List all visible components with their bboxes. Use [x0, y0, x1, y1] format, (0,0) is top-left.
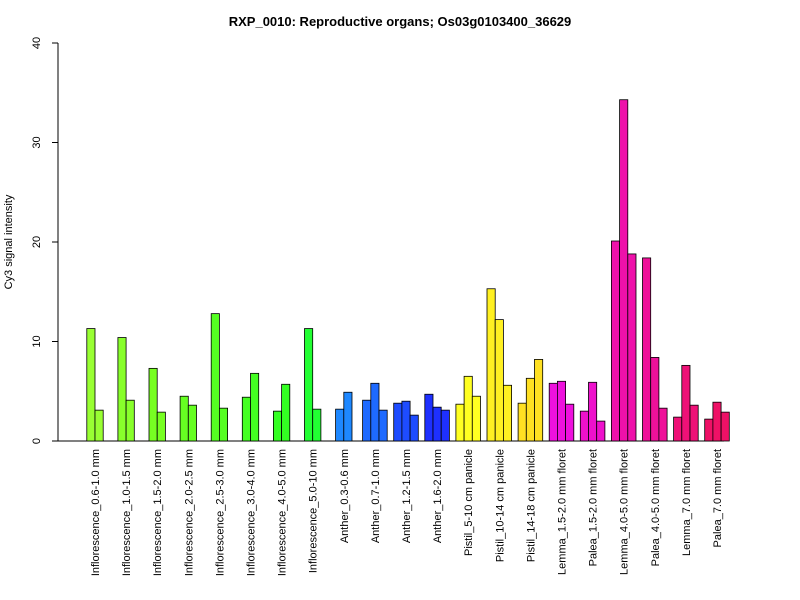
bar [611, 240, 621, 442]
x-tick-label: Palea_7.0 mm floret [712, 449, 724, 547]
bar [304, 328, 314, 442]
bar [370, 382, 380, 442]
bar [241, 396, 251, 442]
bar [335, 408, 345, 442]
x-tick-label: Lemma_4.0-5.0 mm floret [619, 449, 631, 575]
bar [548, 382, 558, 442]
bar [627, 253, 637, 442]
x-tick-label: Inflorescence_3.0-4.0 mm [246, 449, 258, 576]
bar [409, 414, 419, 442]
bar [156, 411, 166, 442]
bar [432, 406, 442, 442]
y-tick-label: 20 [31, 236, 43, 248]
bar [673, 416, 683, 442]
bar [148, 367, 158, 442]
bar [588, 381, 598, 442]
y-tick-label: 0 [31, 438, 43, 444]
x-tick-label: Inflorescence_1.0-1.5 mm [121, 449, 133, 576]
bar [704, 418, 714, 442]
y-tick-label: 10 [31, 335, 43, 347]
bar [117, 337, 127, 442]
bar [712, 401, 722, 442]
bar [125, 399, 135, 442]
bar [362, 399, 372, 442]
bar [720, 411, 730, 442]
y-tick-label: 30 [31, 136, 43, 148]
bar [94, 409, 104, 442]
bar [179, 395, 189, 442]
bar [619, 99, 629, 442]
bar [642, 257, 652, 442]
x-tick-label: Inflorescence_1.5-2.0 mm [152, 449, 164, 576]
x-tick-label: Anther_0.3-0.6 mm [339, 449, 351, 543]
bar [250, 372, 260, 442]
bar [689, 404, 699, 442]
bar [281, 383, 291, 442]
bar [424, 393, 434, 442]
bar [650, 357, 660, 442]
bar [218, 407, 228, 442]
y-tick-label: 40 [31, 37, 43, 49]
bar [494, 319, 504, 442]
bar [565, 403, 575, 442]
x-tick-label: Pistil_14-18 cm panicle [525, 449, 537, 562]
x-tick-label: Inflorescence_4.0-5.0 mm [277, 449, 289, 576]
bar [272, 410, 282, 442]
x-tick-label: Inflorescence_2.0-2.5 mm [183, 449, 195, 576]
x-tick-label: Pistil_5-10 cm panicle [463, 449, 475, 556]
bar [557, 380, 567, 442]
x-tick-label: Palea_1.5-2.0 mm floret [588, 449, 600, 566]
x-tick-label: Anther_1.6-2.0 mm [432, 449, 444, 543]
bar [681, 364, 691, 442]
bar [534, 359, 544, 442]
x-tick-label: Lemma_1.5-2.0 mm floret [557, 449, 569, 575]
x-tick-label: Inflorescence_5.0-10 mm [308, 449, 320, 573]
bar [210, 313, 220, 442]
bar [187, 404, 197, 442]
bar [463, 375, 473, 442]
bar [596, 420, 606, 442]
bar [343, 391, 353, 442]
x-tick-label: Inflorescence_0.6-1.0 mm [90, 449, 102, 576]
bar [525, 377, 535, 442]
bar [486, 288, 496, 442]
bar [312, 408, 322, 442]
x-tick-label: Anther_0.7-1.0 mm [370, 449, 382, 543]
bars [86, 99, 730, 442]
chart-title: RXP_0010: Reproductive organs; Os03g0103… [229, 14, 572, 29]
bar [517, 402, 527, 442]
y-axis: 0 10 20 30 40 [31, 37, 59, 444]
bar [502, 384, 512, 442]
bar [455, 403, 465, 442]
bar [579, 410, 589, 442]
bar [658, 407, 668, 442]
bar [471, 395, 481, 442]
x-tick-label: Pistil_10-14 cm panicle [494, 449, 506, 562]
x-tick-label: Palea_4.0-5.0 mm floret [650, 449, 662, 566]
y-axis-label: Cy3 signal intensity [3, 194, 15, 289]
bar [393, 402, 403, 442]
bar [86, 328, 96, 442]
x-tick-label: Anther_1.2-1.5 mm [401, 449, 413, 543]
bar [440, 409, 450, 442]
x-tick-label: Lemma_7.0 mm floret [681, 449, 693, 556]
category-labels: Inflorescence_0.6-1.0 mm Inflorescence_1.… [90, 449, 724, 576]
bar [401, 400, 411, 442]
bar [378, 409, 388, 442]
x-tick-label: Inflorescence_2.5-3.0 mm [214, 449, 226, 576]
